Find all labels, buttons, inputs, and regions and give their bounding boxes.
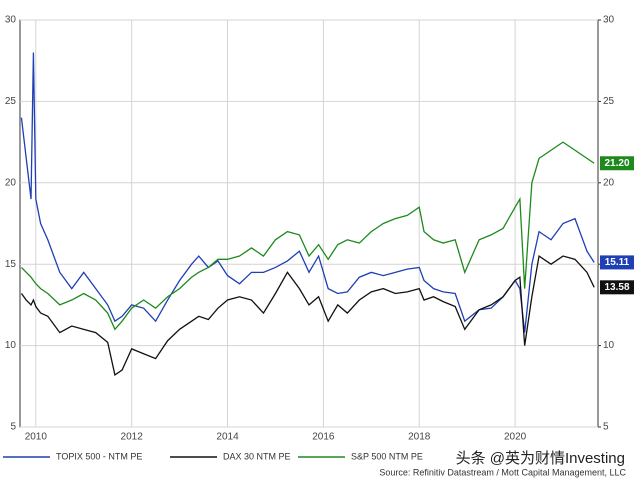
x-tick-label: 2014 <box>216 432 239 443</box>
x-tick-label: 2018 <box>408 432 431 443</box>
legend-label: DAX 30 NTM PE <box>223 451 291 461</box>
series-line <box>20 254 595 376</box>
y2-tick-label: 25 <box>603 96 615 107</box>
y2-tick-label: 5 <box>603 422 609 433</box>
source: Source: Refinitiv Datastream / Mott Capi… <box>379 467 626 477</box>
series-line <box>20 141 595 331</box>
x-tick-label: 2020 <box>504 432 527 443</box>
watermark: 头条 @英为财情Investing <box>456 449 625 467</box>
end-label: 15.11 <box>605 257 630 268</box>
legend-label: S&P 500 NTM PE <box>351 451 423 461</box>
y-tick-label: 10 <box>5 340 17 351</box>
legend-label: TOPIX 500 - NTM PE <box>56 451 142 461</box>
y-tick-label: 5 <box>10 422 16 433</box>
plot-frame <box>19 19 599 428</box>
y-tick-label: 20 <box>5 177 17 188</box>
end-label-box <box>600 280 634 295</box>
end-label: 13.58 <box>604 282 629 293</box>
y2-tick-label: 10 <box>603 340 615 351</box>
y2-tick-label: 20 <box>603 177 615 188</box>
x-tick-label: 2010 <box>25 432 48 443</box>
end-label: 21.20 <box>604 158 629 169</box>
x-tick-label: 2012 <box>121 432 144 443</box>
x-tick-label: 2016 <box>312 432 335 443</box>
y-tick-label: 30 <box>5 15 17 26</box>
y-tick-label: 25 <box>5 96 17 107</box>
y-tick-label: 15 <box>5 259 17 270</box>
end-label-box <box>600 156 634 171</box>
end-label-box <box>600 255 634 270</box>
y2-tick-label: 30 <box>603 15 615 26</box>
